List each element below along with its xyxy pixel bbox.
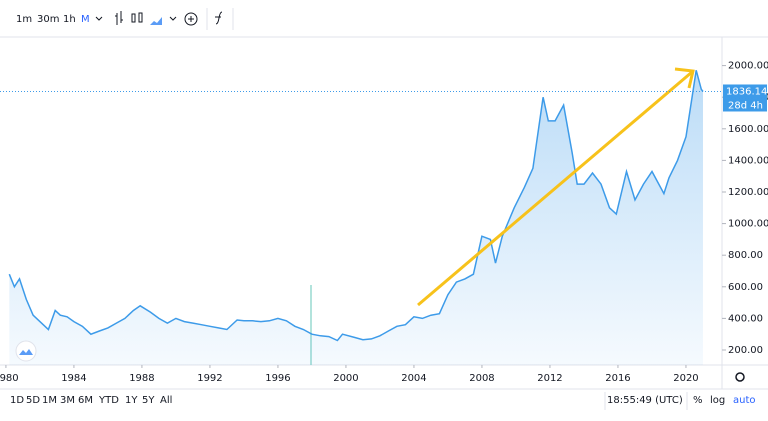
x-tick-label: 1992 (197, 373, 222, 384)
range-button[interactable]: All (160, 395, 172, 406)
x-tick-label: 1984 (61, 373, 86, 384)
last-price-tag (723, 84, 767, 99)
y-tick-label: 200.00 (728, 345, 763, 356)
trend-arrow (417, 70, 693, 307)
y-tick-label: 1600.00 (728, 124, 768, 135)
x-tick-label: 2004 (401, 373, 426, 384)
range-button[interactable]: YTD (98, 395, 119, 406)
x-tick-label: 1988 (129, 373, 154, 384)
auto-toggle[interactable]: auto (733, 395, 756, 406)
y-tick-label: 800.00 (728, 250, 763, 261)
y-tick-label: 2000.00 (728, 61, 768, 72)
y-tick-label: 400.00 (728, 313, 763, 324)
logo[interactable] (15, 340, 37, 362)
log-toggle[interactable]: log (710, 395, 725, 406)
plot (8, 70, 704, 366)
countdown-label: 28d 4h (728, 100, 763, 111)
range-button[interactable]: 1M (42, 395, 57, 406)
arrow-head (674, 67, 695, 89)
area-icon[interactable] (150, 17, 162, 25)
interval-button[interactable]: 1h (63, 14, 76, 25)
range-button[interactable]: 1D (10, 395, 24, 406)
percent-toggle[interactable]: % (693, 395, 703, 406)
interval-button[interactable]: M (81, 14, 90, 25)
interval-button[interactable]: 30m (37, 14, 59, 25)
x-tick-label: 2020 (673, 373, 698, 384)
x-tick-label: 2000 (333, 373, 358, 384)
y-tick-label: 1000.00 (728, 219, 768, 230)
interval-button[interactable]: 1m (16, 14, 32, 25)
area (9, 70, 704, 366)
settings-icon[interactable] (735, 372, 745, 382)
range-button[interactable]: 1Y (125, 395, 138, 406)
x-tick-label: 1996 (265, 373, 290, 384)
price-line (8, 70, 704, 342)
range-button[interactable]: 5D (26, 395, 40, 406)
toolbar-icons[interactable] (95, 11, 223, 26)
logo-glyph (19, 349, 33, 355)
range-button[interactable]: 5Y (142, 395, 155, 406)
last-price-label: 1836.14 (726, 86, 767, 97)
y-tick-label: 600.00 (728, 282, 763, 293)
countdown-tag (723, 98, 767, 112)
x-tick-label: 2016 (605, 373, 630, 384)
range-button[interactable]: 6M (78, 395, 93, 406)
x-tick-label: 1980 (0, 373, 19, 384)
x-tick-label: 2012 (537, 373, 562, 384)
highlight-bar (310, 285, 312, 365)
y-tick-label: 1200.00 (728, 187, 768, 198)
range-button[interactable]: 3M (60, 395, 75, 406)
clock: 18:55:49 (UTC) (607, 395, 683, 406)
x-tick-label: 2008 (469, 373, 494, 384)
y-tick-label: 1400.00 (728, 155, 768, 166)
